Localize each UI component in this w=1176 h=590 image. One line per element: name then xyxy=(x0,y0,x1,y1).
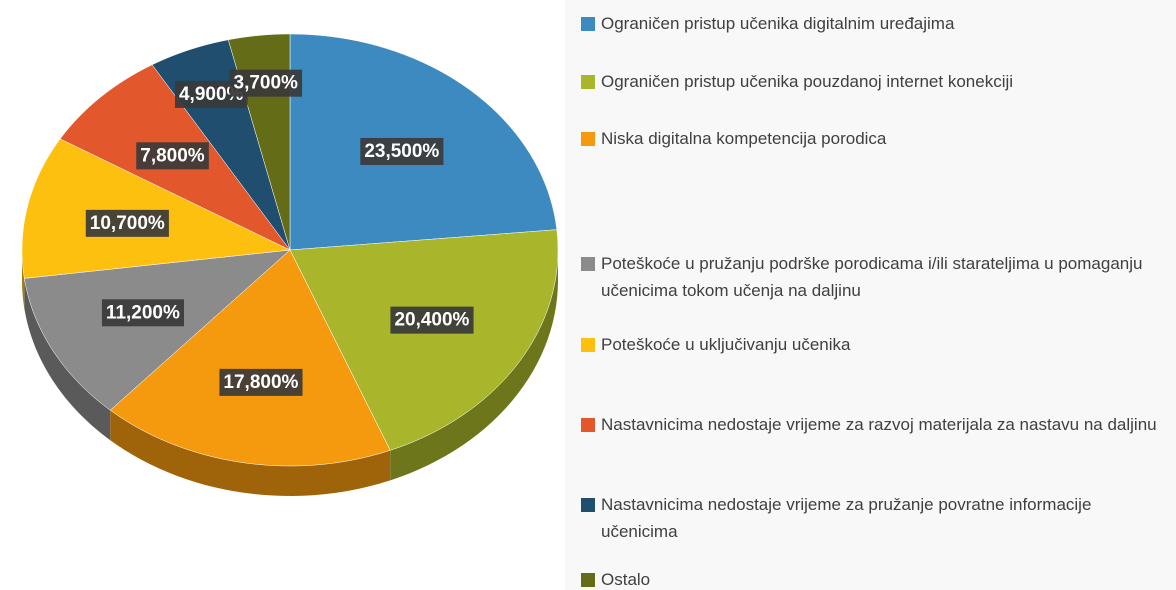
legend-swatch xyxy=(581,418,595,432)
slice-side xyxy=(24,278,111,441)
data-label: 11,200% xyxy=(101,299,184,327)
data-label: 3,700% xyxy=(229,69,303,97)
slice xyxy=(24,249,291,411)
label-box xyxy=(360,137,444,165)
legend-swatch xyxy=(581,17,595,31)
legend-label: Nastavnicima nedostaje vrijeme za razvoj… xyxy=(601,415,1157,434)
legend-item: Nastavnicima nedostaje vrijeme za pružan… xyxy=(581,491,1161,545)
data-label: 23,500% xyxy=(360,137,444,165)
legend-label: Niska digitalna kompetencija porodica xyxy=(601,129,887,148)
label-box xyxy=(101,299,184,327)
legend-swatch xyxy=(581,573,595,587)
legend-label: Poteškoće u uključivanju učenika xyxy=(601,335,851,354)
data-label-text: 7,800% xyxy=(140,145,205,166)
legend-label: Ostalo xyxy=(601,570,651,589)
label-box xyxy=(390,306,474,334)
label-box xyxy=(229,69,303,97)
data-label: 17,800% xyxy=(219,368,303,396)
legend-swatch xyxy=(581,338,595,352)
legend-label: Nastavnicima nedostaje vrijeme za pružan… xyxy=(601,495,1092,541)
chart: 23,500% 20,400% 17,800% 11,200% 10,700% 7,800… xyxy=(21,33,559,496)
legend-item: Niska digitalna kompetencija porodica xyxy=(581,125,1161,152)
legend-swatch xyxy=(581,498,595,512)
data-label-text: 11,200% xyxy=(106,302,180,323)
legend-label: Ograničen pristup učenika pouzdanoj inte… xyxy=(601,72,1014,91)
label-box xyxy=(136,142,209,170)
slice-side xyxy=(110,410,391,496)
data-label-text: 4,900% xyxy=(179,84,244,105)
slice xyxy=(289,229,559,451)
data-label-text: 17,800% xyxy=(223,372,298,393)
legend-item: Ostalo xyxy=(581,566,1161,590)
slice xyxy=(21,138,291,279)
legend-swatch xyxy=(581,75,595,89)
data-label: 7,800% xyxy=(136,142,209,170)
slice-side xyxy=(390,250,558,481)
legend-item: Ograničen pristup učenika pouzdanoj inte… xyxy=(581,68,1161,95)
legend-swatch xyxy=(581,132,595,146)
data-label: 20,400% xyxy=(390,306,474,334)
label-box xyxy=(219,368,303,396)
legend-item: Poteškoće u uključivanju učenika xyxy=(581,331,1161,358)
legend-item: Nastavnicima nedostaje vrijeme za razvoj… xyxy=(581,411,1161,438)
data-label-text: 20,400% xyxy=(394,310,469,331)
legend-swatch xyxy=(581,257,595,271)
legend-item: Ograničen pristup učenika digitalnim ure… xyxy=(581,10,1161,37)
data-label-text: 10,700% xyxy=(90,213,165,234)
data-label: 10,700% xyxy=(85,209,169,237)
legend: Ograničen pristup učenika digitalnim ure… xyxy=(565,0,1176,590)
data-label-text: 3,700% xyxy=(234,73,299,94)
legend-label: Ograničen pristup učenika digitalnim ure… xyxy=(601,14,955,33)
slice xyxy=(109,249,391,467)
label-box xyxy=(85,209,169,237)
legend-label: Poteškoće u pružanju podrške porodicama … xyxy=(601,254,1143,300)
legend-item: Poteškoće u pružanju podrške porodicama … xyxy=(581,250,1161,304)
data-label-text: 23,500% xyxy=(364,141,439,162)
